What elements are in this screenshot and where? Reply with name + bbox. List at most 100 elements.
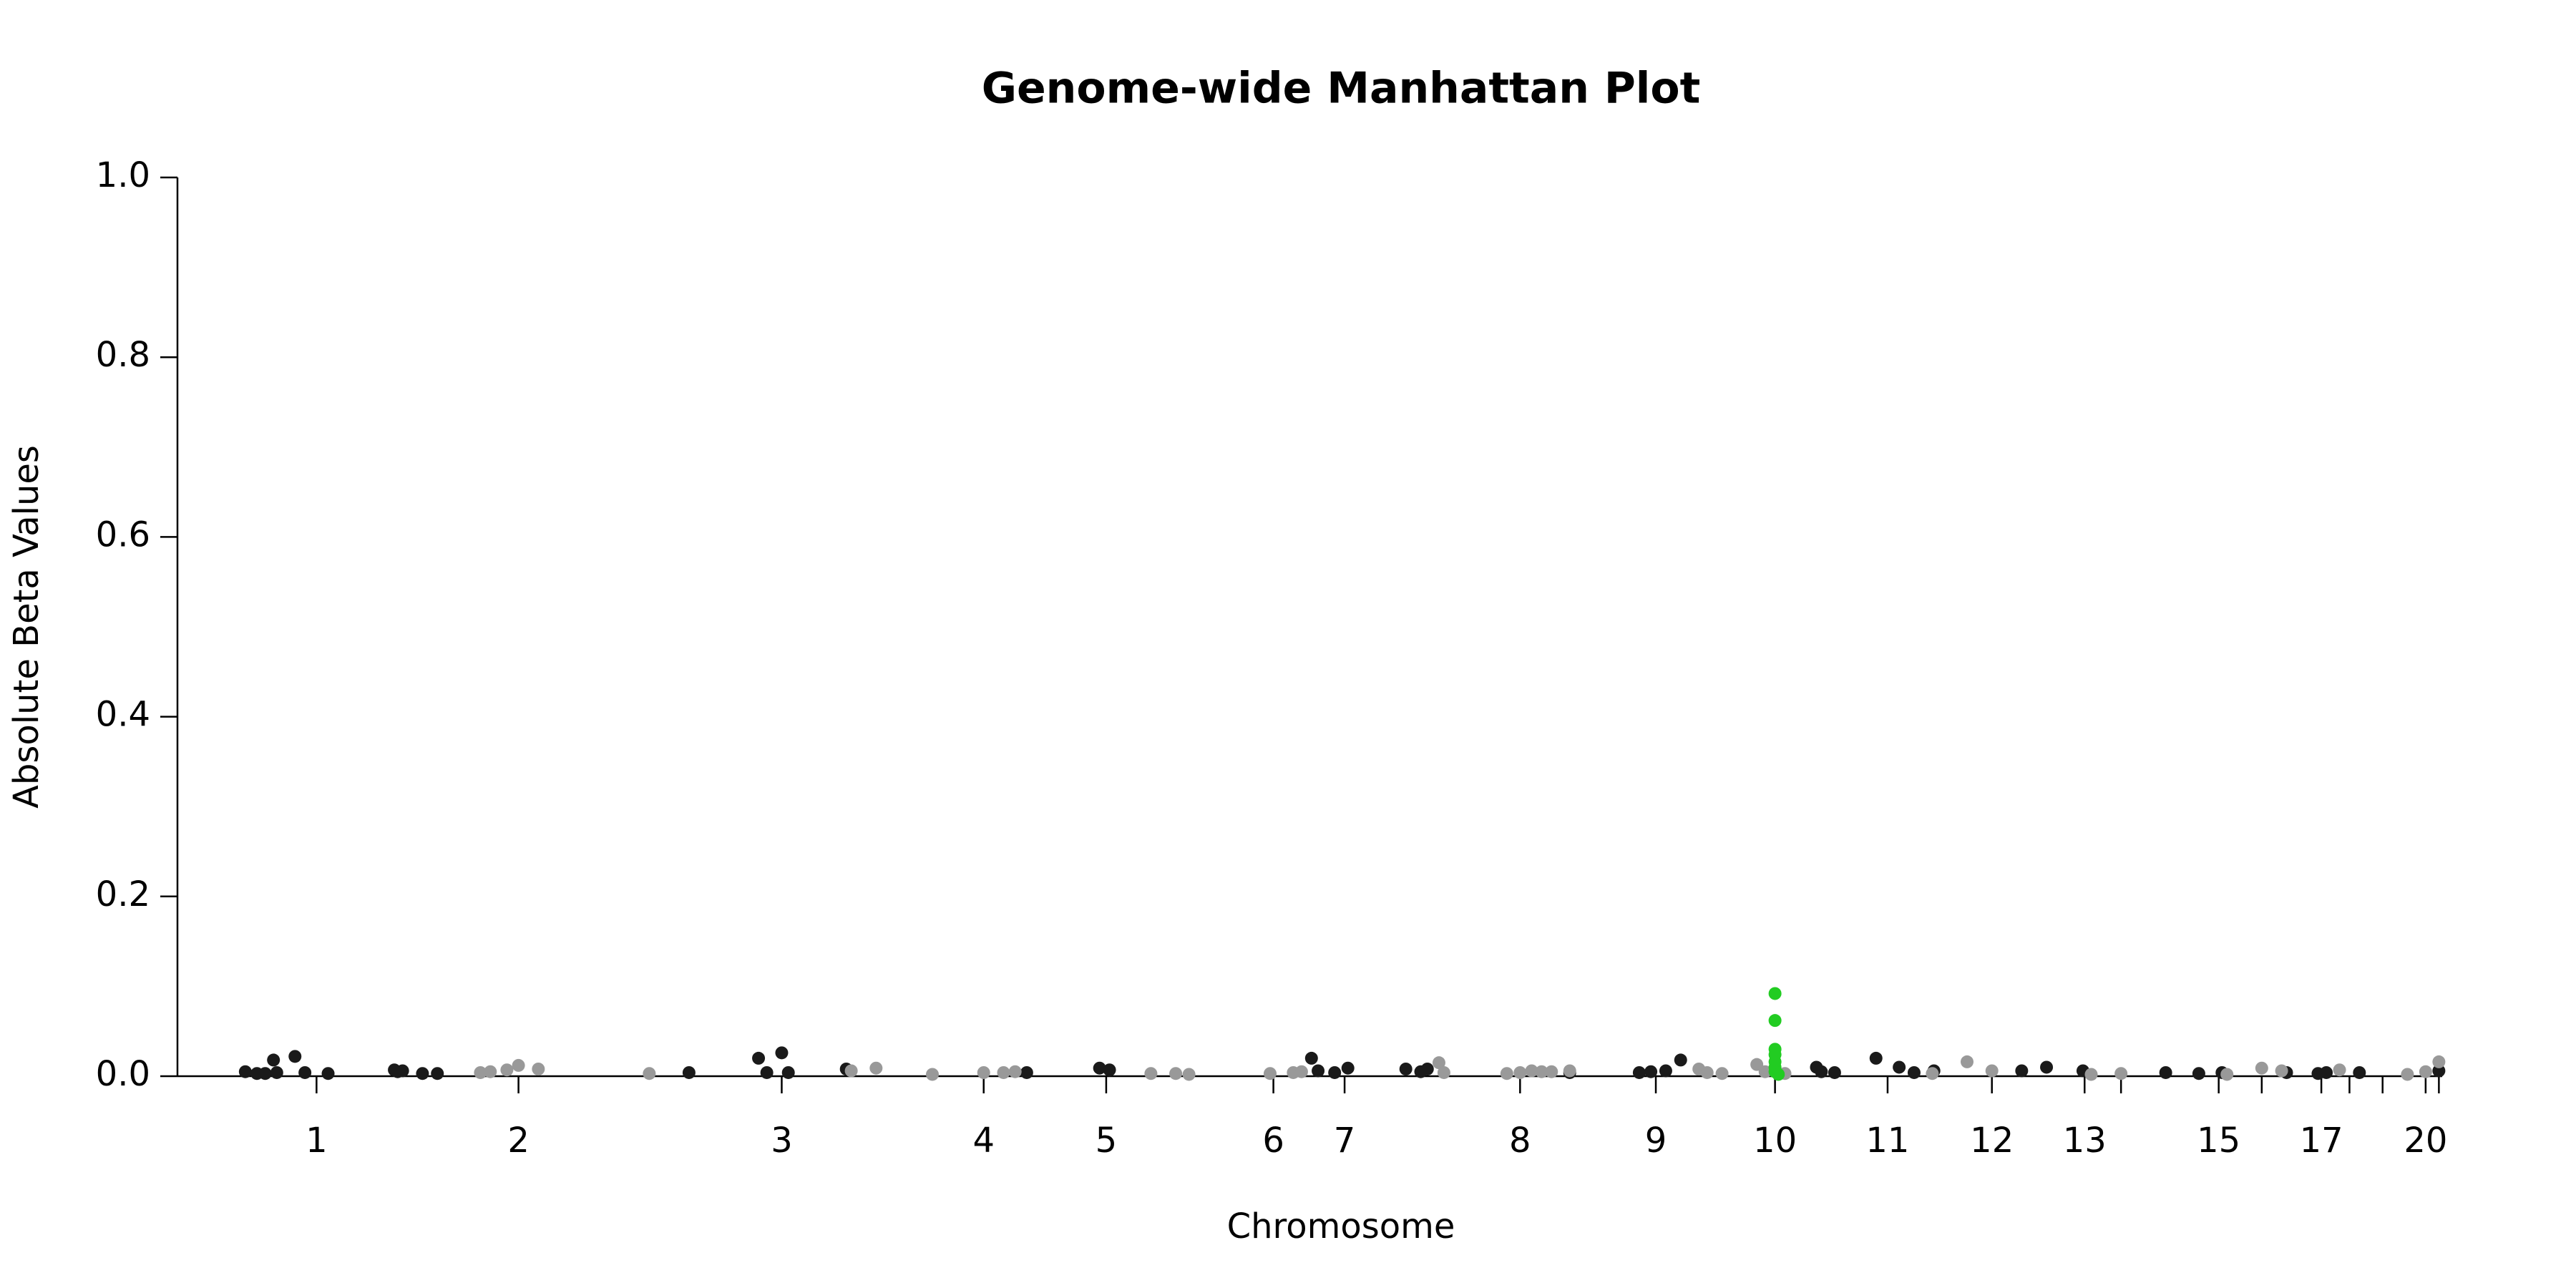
data-point [396, 1064, 409, 1078]
x-tick-label: 17 [2300, 1121, 2343, 1161]
data-point [474, 1065, 487, 1079]
x-tick-label: 2 [507, 1121, 530, 1161]
data-point [2015, 1064, 2029, 1078]
data-point [1020, 1065, 1033, 1079]
data-point [2220, 1068, 2234, 1081]
data-point [512, 1058, 525, 1072]
data-point [1926, 1067, 1939, 1080]
data-point [267, 1053, 280, 1067]
data-point [2320, 1065, 2333, 1079]
chart-title: Genome-wide Manhattan Plot [982, 64, 1701, 114]
data-point [926, 1068, 939, 1081]
data-point [1437, 1065, 1450, 1079]
data-point [1535, 1065, 1548, 1078]
data-point [1768, 1014, 1782, 1028]
data-point [1144, 1067, 1158, 1080]
data-point [1545, 1065, 1558, 1078]
data-point [1960, 1055, 1974, 1068]
data-point [1659, 1064, 1672, 1078]
data-point [288, 1050, 302, 1063]
x-tick-label: 15 [2197, 1121, 2240, 1161]
data-point [2333, 1063, 2346, 1077]
data-point [1312, 1064, 1325, 1078]
data-point [1644, 1065, 1658, 1078]
data-point [1563, 1064, 1576, 1078]
data-point [2275, 1064, 2288, 1078]
x-tick-label: 1 [306, 1121, 328, 1161]
x-tick-label: 6 [1262, 1121, 1284, 1161]
x-tick-label: 5 [1096, 1121, 1118, 1161]
data-point [1768, 987, 1782, 1000]
y-tick-label: 0.2 [96, 874, 150, 914]
data-point [416, 1067, 429, 1080]
data-point [2114, 1067, 2128, 1080]
x-tick-label: 13 [2063, 1121, 2107, 1161]
data-point [1008, 1065, 1022, 1078]
x-tick-label: 7 [1334, 1121, 1356, 1161]
data-point [1985, 1064, 1999, 1078]
data-point [1772, 1068, 1785, 1081]
data-point [1715, 1067, 1729, 1080]
data-point [2432, 1055, 2446, 1068]
x-tick-label: 10 [1753, 1121, 1797, 1161]
data-point [2040, 1060, 2054, 1074]
data-point [1294, 1065, 1308, 1078]
data-point [1263, 1067, 1277, 1080]
data-point [2159, 1065, 2172, 1079]
data-point [781, 1065, 795, 1079]
data-point [869, 1061, 883, 1075]
data-point [760, 1065, 774, 1079]
data-point [1632, 1065, 1646, 1079]
data-point [270, 1065, 283, 1079]
data-point [2255, 1061, 2268, 1075]
data-point [1420, 1062, 1434, 1075]
data-point [1399, 1062, 1413, 1075]
y-tick-label: 0.8 [96, 335, 150, 375]
data-point [258, 1067, 272, 1080]
x-tick-label: 9 [1645, 1121, 1667, 1161]
x-axis-label: Chromosome [1227, 1206, 1455, 1246]
data-point [775, 1046, 789, 1060]
data-point [1093, 1061, 1106, 1075]
data-point [752, 1051, 766, 1065]
data-point [2084, 1068, 2098, 1081]
data-point [1513, 1065, 1527, 1079]
data-point [1525, 1064, 1538, 1078]
y-tick-label: 0.4 [96, 695, 150, 735]
data-point [1893, 1060, 1906, 1074]
data-point [977, 1065, 990, 1079]
data-point [1304, 1051, 1318, 1065]
data-point [1341, 1061, 1355, 1075]
data-point [1103, 1063, 1116, 1077]
y-tick-label: 0.6 [96, 514, 150, 555]
x-tick-label: 12 [1970, 1121, 2014, 1161]
data-point [298, 1065, 312, 1079]
data-point [431, 1067, 444, 1080]
data-point [1758, 1065, 1772, 1078]
data-point [238, 1065, 252, 1078]
y-axis-label: Absolute Beta Values [6, 445, 47, 809]
data-point [2353, 1065, 2366, 1079]
data-point [484, 1065, 497, 1078]
data-point [1328, 1065, 1342, 1079]
data-point [1828, 1065, 1841, 1079]
data-point [1700, 1065, 1714, 1079]
y-tick-label: 1.0 [96, 155, 150, 195]
data-point [500, 1063, 514, 1077]
x-tick-label: 3 [771, 1121, 793, 1161]
data-point [997, 1065, 1010, 1079]
x-tick-label: 4 [972, 1121, 995, 1161]
data-point [2419, 1065, 2432, 1078]
data-point [1907, 1065, 1921, 1079]
data-point [2192, 1067, 2205, 1080]
data-point [844, 1064, 858, 1078]
data-point [1432, 1056, 1445, 1070]
data-point [682, 1065, 696, 1079]
data-point [1500, 1067, 1513, 1080]
data-point [1869, 1051, 1883, 1065]
data-point [2401, 1068, 2414, 1081]
data-point [643, 1067, 656, 1080]
data-point [1169, 1067, 1183, 1080]
